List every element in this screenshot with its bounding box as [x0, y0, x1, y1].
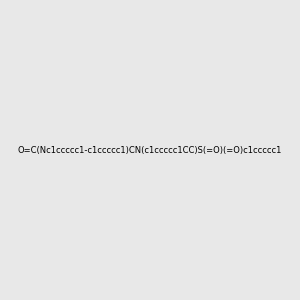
- Text: O=C(Nc1ccccc1-c1ccccc1)CN(c1ccccc1CC)S(=O)(=O)c1ccccc1: O=C(Nc1ccccc1-c1ccccc1)CN(c1ccccc1CC)S(=…: [18, 146, 282, 154]
